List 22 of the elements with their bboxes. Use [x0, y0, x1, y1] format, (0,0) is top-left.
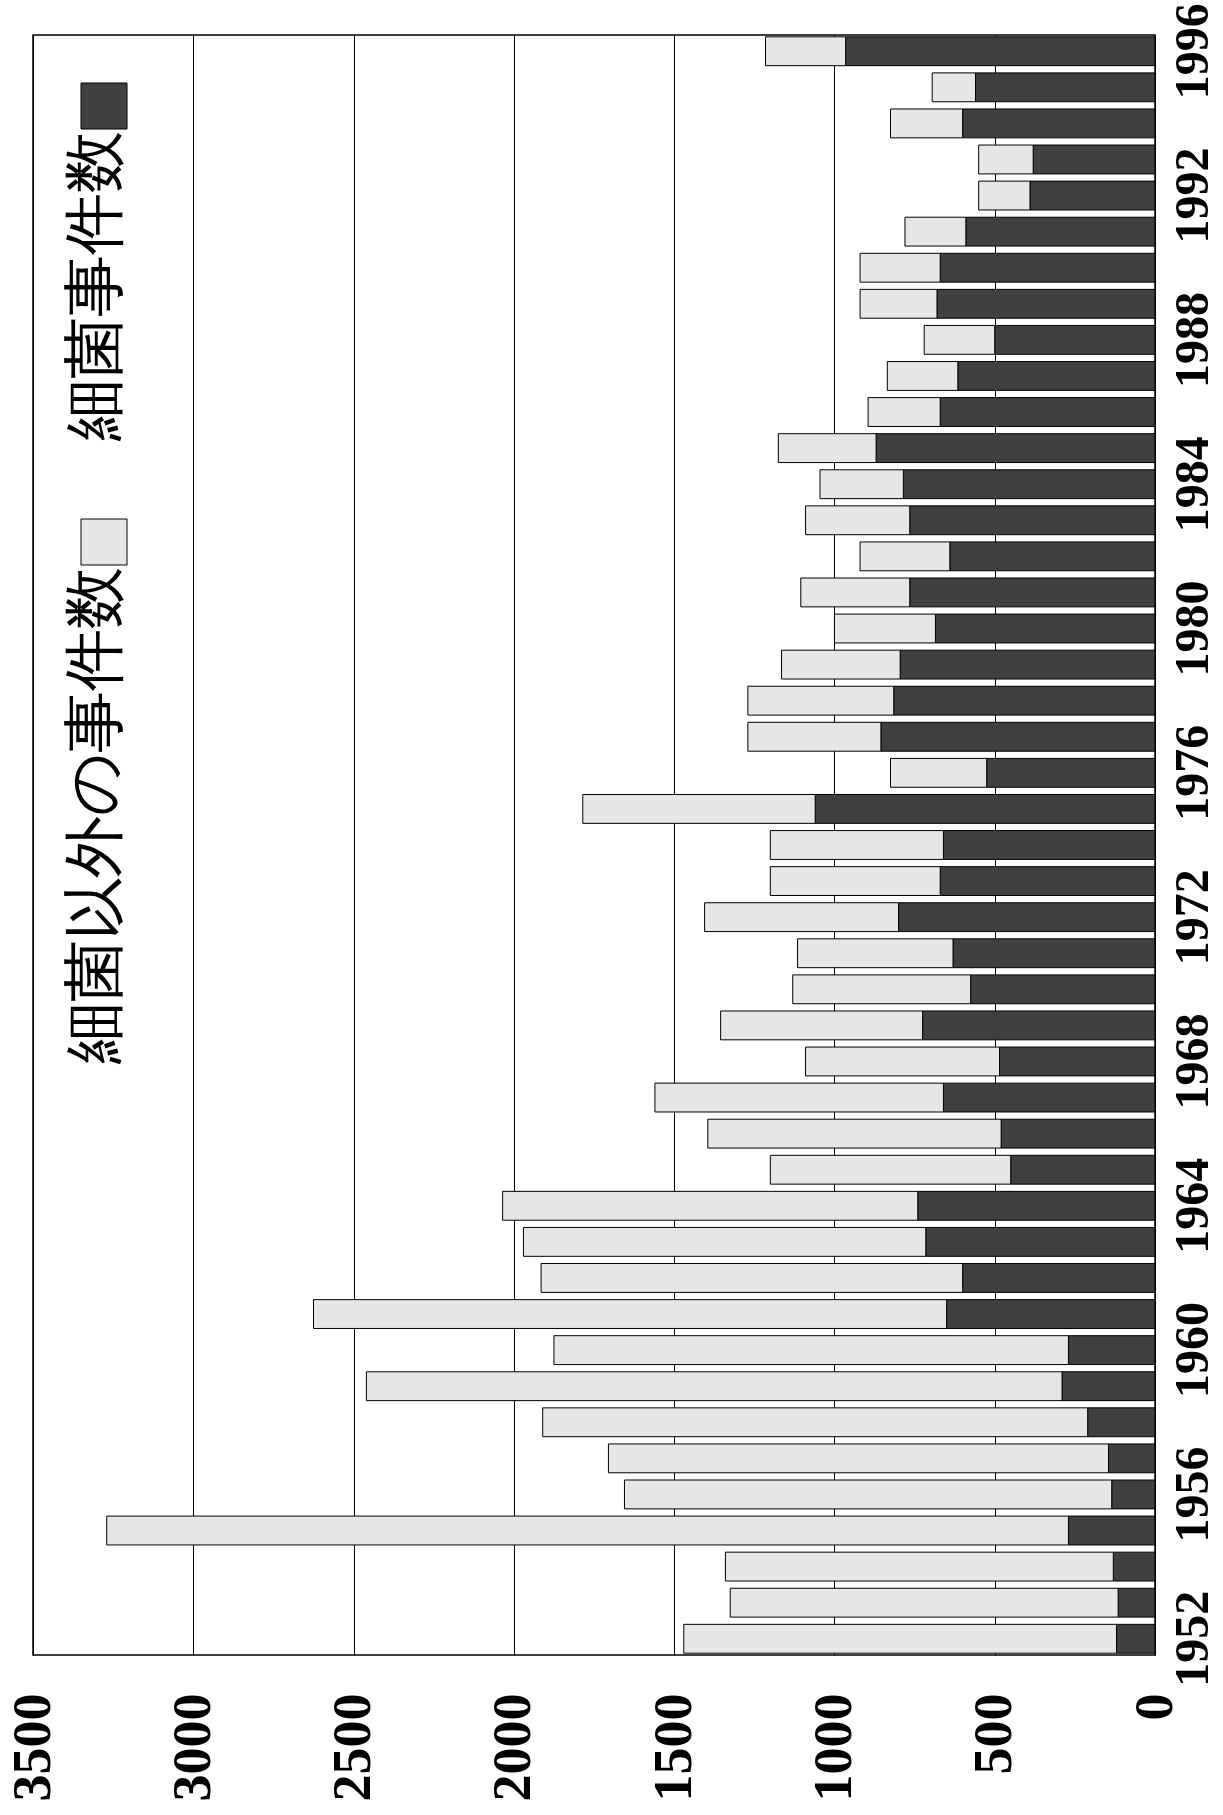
y-tick-label: 1960 — [1164, 1302, 1218, 1399]
y-tick-label: 1980 — [1164, 580, 1218, 677]
y-tick-label: 1988 — [1164, 291, 1218, 388]
y-tick-label: 1968 — [1164, 1013, 1218, 1110]
x-tick-label: 3000 — [161, 1693, 222, 1802]
x-tick-label: 1000 — [802, 1693, 863, 1802]
x-tick-label: 500 — [963, 1693, 1024, 1775]
y-tick-label: 1992 — [1164, 147, 1218, 244]
y-tick-label: 1976 — [1164, 724, 1218, 821]
x-tick-label: 0 — [1123, 1693, 1184, 1721]
y-tick-label: 1956 — [1164, 1446, 1218, 1543]
legend-label: 細菌以外の事件数 — [57, 567, 130, 1065]
y-tick-label: 1972 — [1164, 869, 1218, 966]
legend-label: 細菌事件数 — [57, 131, 130, 442]
x-tick-label: 2000 — [482, 1693, 543, 1802]
y-tick-label: 1984 — [1164, 436, 1218, 533]
x-tick-label: 1500 — [642, 1693, 703, 1802]
x-tick-label: 3500 — [1, 1693, 62, 1802]
y-tick-label: 1996 — [1164, 3, 1218, 100]
x-tick-label: 2500 — [322, 1693, 383, 1802]
y-tick-label: 1964 — [1164, 1157, 1218, 1254]
y-tick-label: 1952 — [1164, 1590, 1218, 1687]
